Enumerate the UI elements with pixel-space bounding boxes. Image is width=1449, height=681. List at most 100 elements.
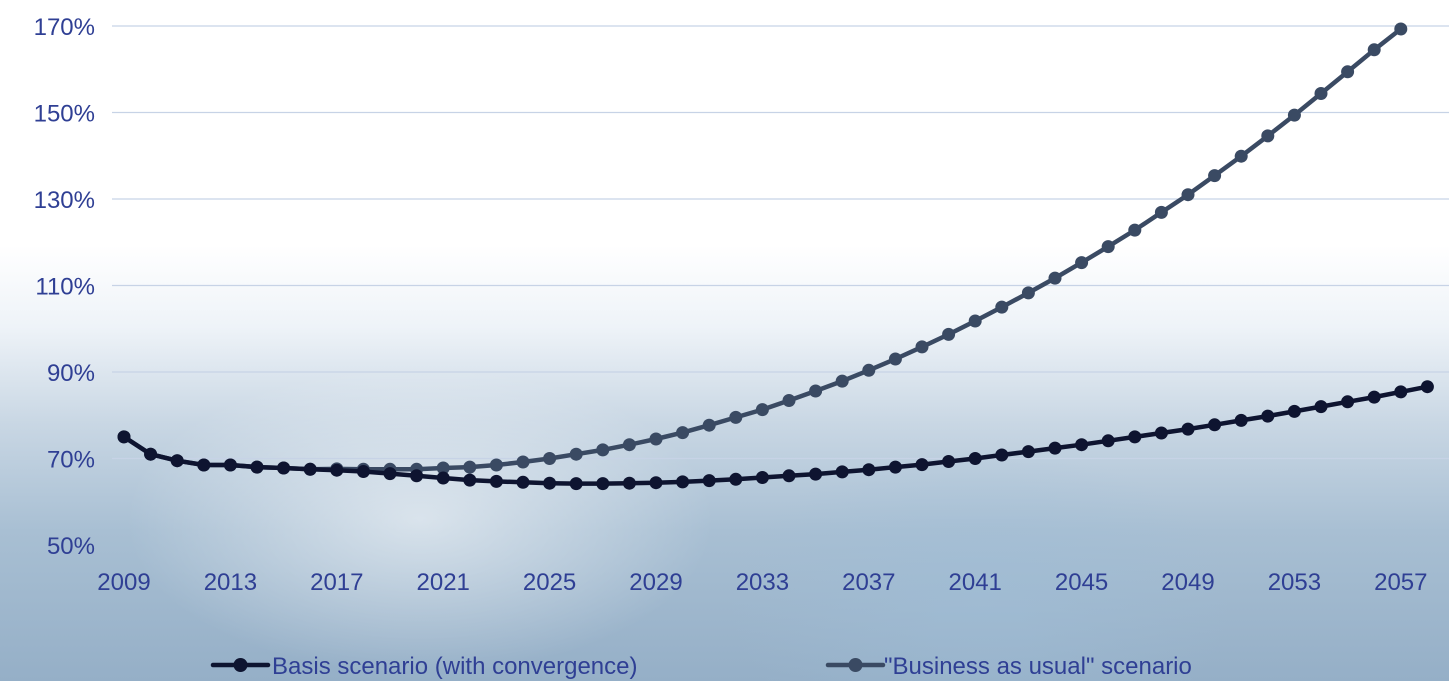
- legend-item: "Business as usual" scenario: [825, 653, 1192, 680]
- series-basis: [117, 380, 1434, 491]
- data-point: [1075, 256, 1089, 270]
- x-tick-label: 2037: [842, 569, 895, 596]
- data-point: [569, 477, 583, 491]
- data-point: [1128, 430, 1142, 444]
- legend-swatch-marker: [848, 658, 863, 672]
- data-point: [1287, 404, 1301, 418]
- data-point: [622, 438, 636, 452]
- legend: Basis scenario (with convergence) "Busine…: [210, 653, 1192, 680]
- data-point: [596, 443, 610, 457]
- data-point: [1208, 418, 1222, 432]
- data-point: [782, 394, 796, 407]
- data-point: [888, 352, 902, 366]
- data-point: [888, 460, 902, 474]
- data-point: [729, 410, 743, 424]
- data-point: [436, 471, 450, 485]
- gridlines: [112, 25, 1449, 460]
- data-point: [915, 340, 929, 354]
- legend-label: "Business as usual" scenario: [884, 653, 1192, 680]
- data-point: [516, 455, 530, 469]
- data-point: [942, 455, 956, 468]
- data-point: [835, 374, 849, 388]
- data-point: [1394, 385, 1408, 399]
- data-point: [516, 475, 530, 489]
- series-line: [121, 384, 1430, 486]
- data-point: [1181, 188, 1195, 202]
- data-point: [1341, 395, 1355, 409]
- data-point: [356, 465, 370, 478]
- y-tick-label: 50%: [47, 533, 95, 560]
- data-point: [543, 476, 557, 490]
- data-point: [1181, 422, 1195, 436]
- y-tick-label: 170%: [34, 14, 95, 41]
- data-point: [569, 447, 583, 461]
- data-point: [995, 300, 1009, 314]
- data-point: [1420, 380, 1434, 394]
- series-business-as-usual: [117, 22, 1408, 476]
- data-point: [1048, 441, 1062, 455]
- y-tick-label: 150%: [34, 101, 95, 128]
- data-point: [862, 463, 876, 477]
- data-point: [622, 476, 636, 490]
- data-point: [1154, 426, 1168, 440]
- data-point: [942, 327, 956, 341]
- legend-label: Basis scenario (with convergence): [272, 653, 638, 680]
- x-tick-label: 2021: [417, 569, 470, 596]
- data-point: [596, 477, 610, 491]
- data-point: [1021, 286, 1035, 300]
- data-point: [755, 403, 769, 417]
- data-point: [1075, 438, 1089, 452]
- data-point: [1287, 108, 1301, 122]
- data-point: [489, 474, 503, 488]
- data-point: [1261, 129, 1275, 143]
- data-point: [463, 460, 477, 474]
- legend-item: Basis scenario (with convergence): [210, 653, 638, 680]
- x-tick-label: 2057: [1374, 569, 1427, 596]
- data-point: [303, 462, 317, 476]
- data-point: [1234, 149, 1248, 163]
- y-tick-label: 70%: [47, 447, 95, 474]
- data-point: [1234, 413, 1248, 427]
- y-tick-label: 130%: [34, 187, 95, 214]
- data-point: [144, 447, 158, 461]
- data-point: [117, 430, 131, 444]
- x-tick-label: 2049: [1161, 569, 1214, 596]
- data-point: [1314, 400, 1328, 414]
- data-point: [968, 452, 982, 465]
- x-axis-tick-labels: 2009 2013 2017 2021 2025 2029 2033 2037 2041 2045…: [97, 569, 1427, 596]
- data-point: [410, 469, 424, 483]
- data-point: [995, 448, 1009, 462]
- data-point: [729, 472, 743, 486]
- data-point: [649, 432, 663, 446]
- data-point: [250, 460, 264, 474]
- data-point: [1101, 240, 1115, 254]
- x-tick-label: 2029: [629, 569, 682, 596]
- data-point: [1341, 65, 1355, 79]
- data-point: [1208, 169, 1222, 183]
- y-axis-tick-labels: 50% 70% 90% 110% 130% 150% 170%: [34, 14, 95, 560]
- data-point: [1154, 205, 1168, 219]
- x-tick-label: 2017: [310, 569, 363, 596]
- x-tick-label: 2025: [523, 569, 576, 596]
- data-point: [1101, 434, 1115, 448]
- data-point: [702, 418, 716, 432]
- x-tick-label: 2033: [736, 569, 789, 596]
- x-tick-label: 2045: [1055, 569, 1108, 596]
- data-point: [543, 452, 557, 465]
- data-point: [755, 471, 769, 484]
- y-tick-label: 90%: [47, 360, 95, 387]
- data-point: [782, 469, 796, 483]
- x-tick-label: 2053: [1268, 569, 1321, 596]
- data-point: [170, 454, 184, 468]
- data-point: [1314, 87, 1328, 100]
- data-point: [223, 458, 237, 472]
- series-lines: [117, 22, 1434, 491]
- data-point: [676, 475, 690, 489]
- x-tick-label: 2009: [97, 569, 150, 596]
- data-point: [809, 384, 823, 398]
- data-point: [436, 461, 450, 475]
- x-tick-label: 2041: [949, 569, 1002, 596]
- data-point: [383, 467, 397, 481]
